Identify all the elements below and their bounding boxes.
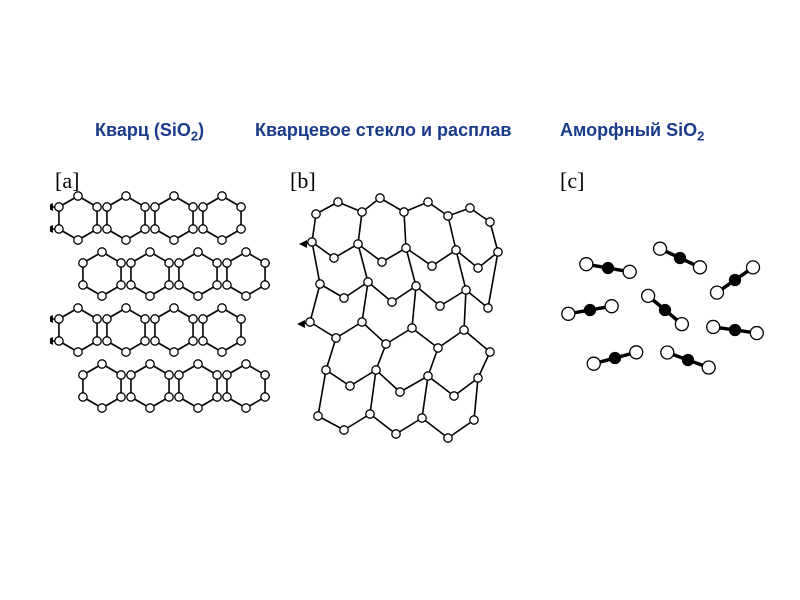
panel-a-lattice: [50, 190, 270, 460]
panel-label-c: [c]: [560, 168, 584, 194]
title-c-sub: 2: [697, 129, 704, 144]
title-a-text: Кварц (SiO: [95, 120, 191, 140]
title-b-text: Кварцевое стекло и расплав: [255, 120, 511, 140]
title-c-text: Аморфный SiO: [560, 120, 697, 140]
title-b: Кварцевое стекло и расплав: [255, 120, 511, 141]
title-a: Кварц (SiO2): [95, 120, 204, 144]
title-a-close: ): [198, 120, 204, 140]
title-c: Аморфный SiO2: [560, 120, 704, 144]
panel-c-amorphous: [560, 230, 770, 400]
panel-b-glass: [288, 172, 528, 462]
